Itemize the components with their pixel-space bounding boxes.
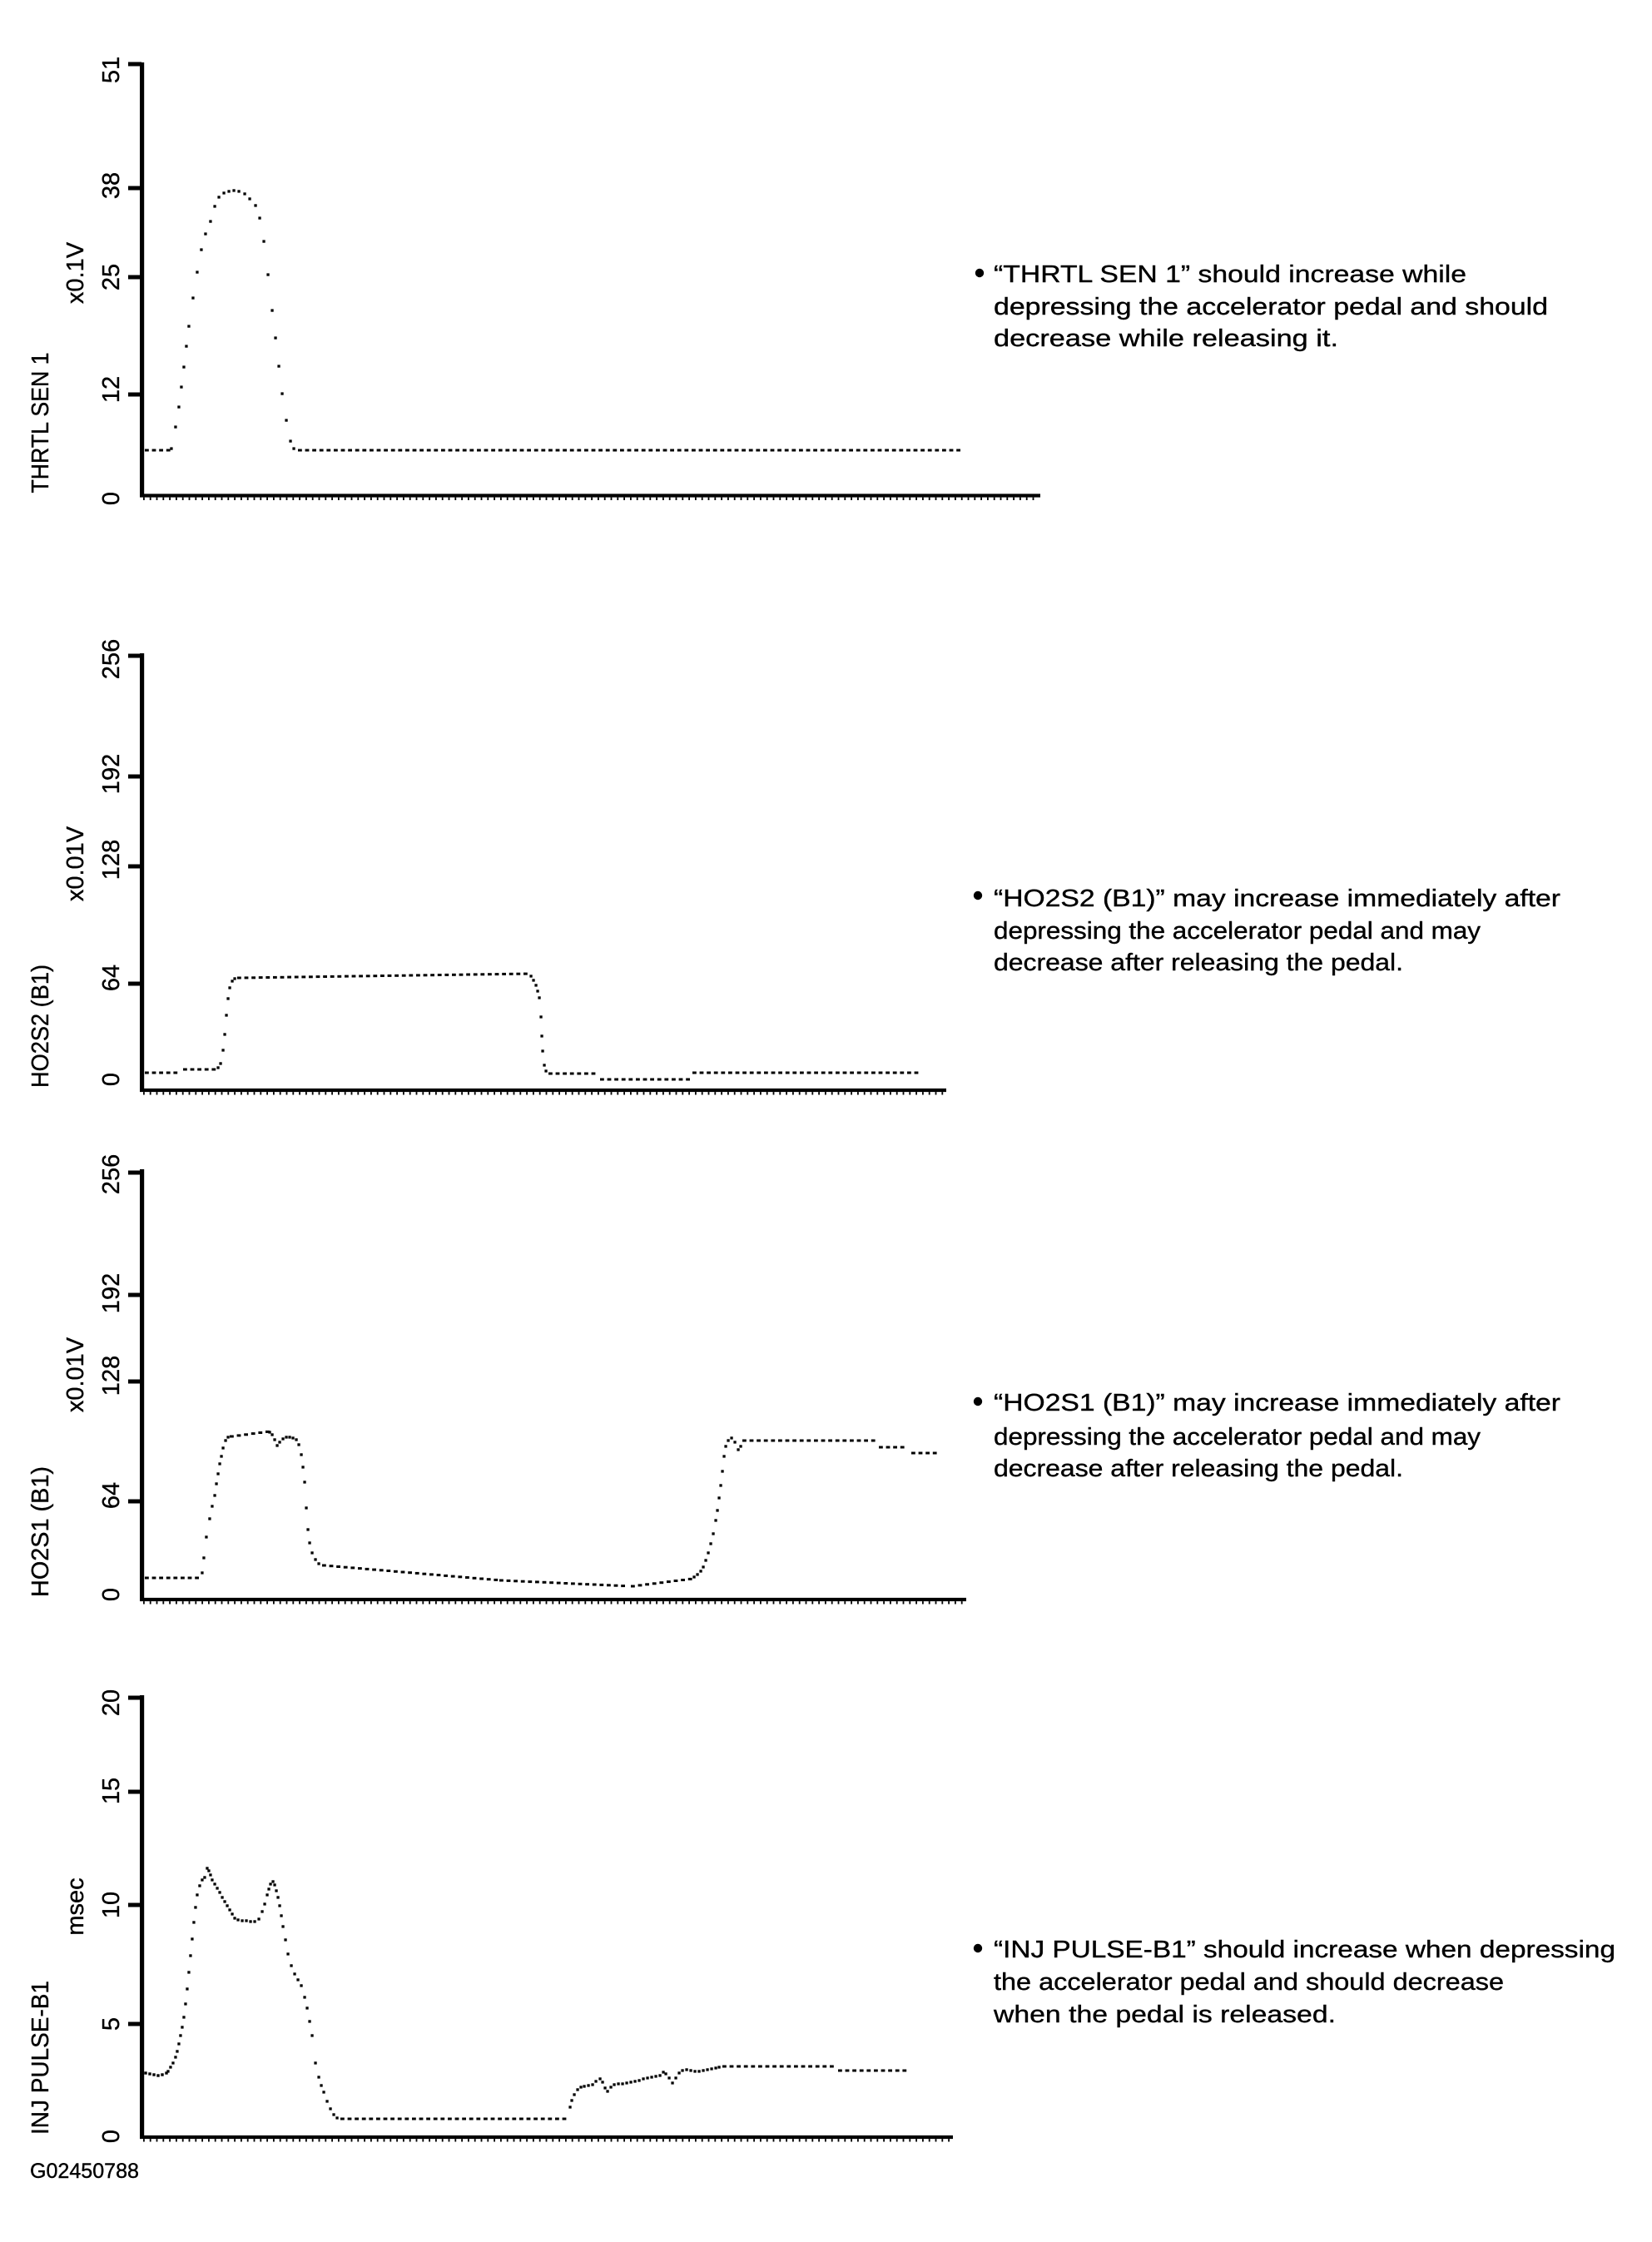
svg-text:12: 12: [98, 376, 125, 403]
svg-text:“THRTL SEN 1” should increase: “THRTL SEN 1” should increase while: [994, 261, 1466, 288]
svg-text:depressing the accelerator ped: depressing the accelerator pedal and may: [994, 918, 1481, 945]
svg-text:128: 128: [98, 1356, 125, 1396]
svg-text:THRTL SEN 1: THRTL SEN 1: [27, 353, 54, 494]
svg-text:x0.01V: x0.01V: [62, 1337, 89, 1412]
svg-text:0: 0: [98, 2130, 125, 2143]
svg-text:20: 20: [98, 1689, 125, 1716]
svg-text:128: 128: [98, 840, 125, 880]
svg-text:15: 15: [98, 1778, 125, 1804]
svg-text:256: 256: [98, 639, 125, 679]
svg-text:10: 10: [98, 1892, 125, 1918]
svg-text:“INJ PULSE-B1” should increase: “INJ PULSE-B1” should increase when depr…: [994, 1937, 1615, 1963]
svg-text:256: 256: [98, 1154, 125, 1194]
svg-text:5: 5: [98, 2017, 125, 2031]
svg-text:HO2S2 (B1): HO2S2 (B1): [27, 965, 54, 1088]
svg-text:decrease after releasing the p: decrease after releasing the pedal.: [994, 1456, 1403, 1482]
svg-text:depressing the accelerator ped: depressing the accelerator pedal and may: [994, 1424, 1481, 1451]
svg-text:decrease while releasing it.: decrease while releasing it.: [994, 325, 1338, 352]
svg-text:depressing the accelerator ped: depressing the accelerator pedal and sho…: [994, 294, 1548, 320]
svg-text:0: 0: [98, 1073, 125, 1086]
svg-text:when the pedal is released.: when the pedal is released.: [993, 2001, 1336, 2028]
svg-text:64: 64: [98, 965, 125, 991]
svg-text:HO2S1 (B1): HO2S1 (B1): [27, 1466, 54, 1597]
svg-text:25: 25: [98, 264, 125, 290]
svg-text:0: 0: [98, 1588, 125, 1601]
svg-text:192: 192: [98, 754, 125, 794]
svg-text:38: 38: [98, 172, 125, 199]
svg-text:x0.01V: x0.01V: [62, 826, 89, 901]
svg-text:the accelerator pedal and shou: the accelerator pedal and should decreas…: [994, 1969, 1504, 1996]
svg-text:“HO2S2 (B1)” may increase imme: “HO2S2 (B1)” may increase immediately af…: [994, 885, 1560, 912]
svg-text:x0.1V: x0.1V: [62, 241, 89, 304]
svg-text:64: 64: [98, 1482, 125, 1509]
svg-text:0: 0: [98, 492, 125, 505]
svg-text:“HO2S1 (B1)” may increase imme: “HO2S1 (B1)” may increase immediately af…: [994, 1390, 1560, 1416]
svg-text:decrease after releasing the p: decrease after releasing the pedal.: [994, 950, 1403, 976]
svg-text:msec: msec: [62, 1877, 89, 1935]
svg-text:192: 192: [98, 1273, 125, 1313]
svg-text:INJ PULSE-B1: INJ PULSE-B1: [27, 1981, 54, 2135]
svg-text:51: 51: [98, 57, 125, 83]
svg-text:G02450788: G02450788: [30, 2160, 139, 2183]
